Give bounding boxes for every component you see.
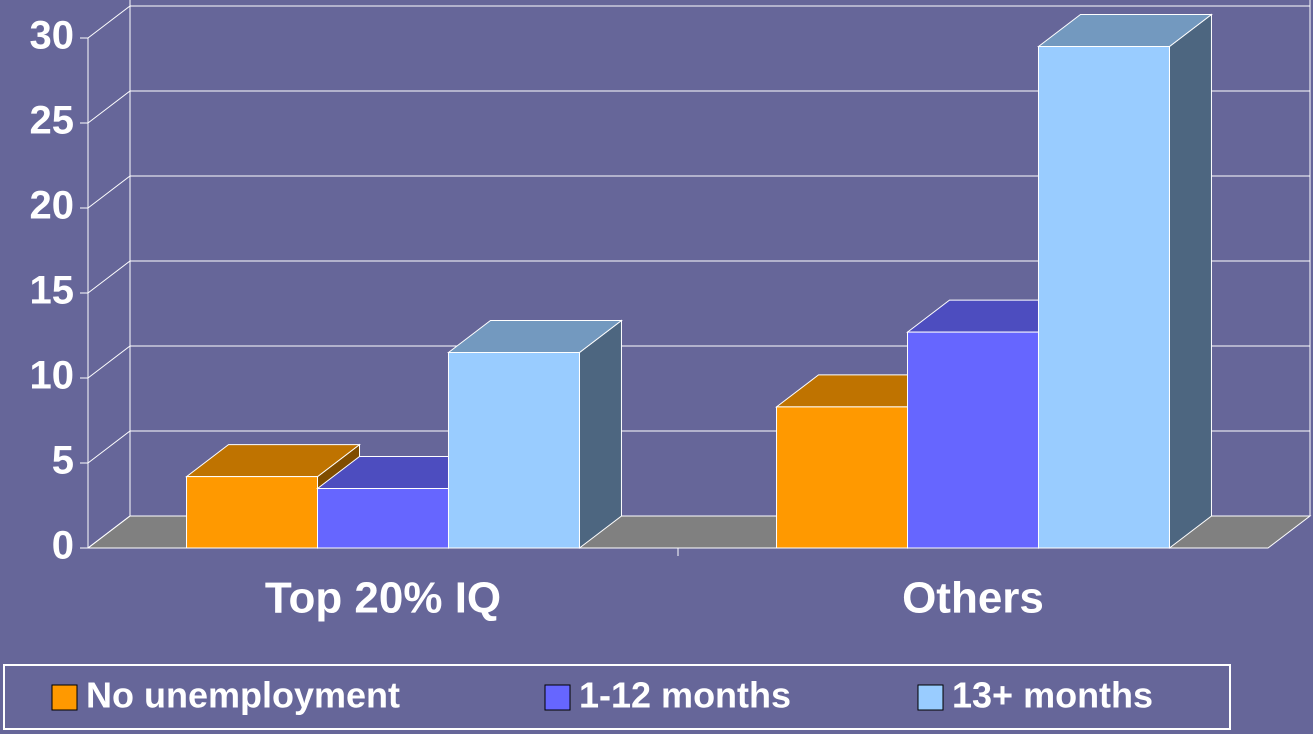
bar — [447, 352, 580, 549]
bar — [776, 406, 909, 549]
bar — [186, 476, 319, 549]
y-tick-label: 20 — [30, 184, 75, 228]
grid-line-side — [87, 5, 131, 39]
legend-label: No unemployment — [86, 675, 400, 716]
y-tick-label: 10 — [30, 354, 75, 398]
y-tick-label: 25 — [30, 99, 75, 143]
grid-line-side — [87, 260, 131, 294]
legend-label: 13+ months — [952, 675, 1153, 716]
bar-side — [1168, 13, 1212, 550]
y-tick-label: 15 — [30, 269, 75, 313]
grid-line-side — [87, 430, 131, 464]
bar — [907, 331, 1039, 549]
bar-side — [578, 319, 622, 550]
y-tick-label: 5 — [52, 439, 74, 483]
y-tick-label: 30 — [30, 14, 75, 58]
legend-swatch — [51, 684, 78, 711]
legend-swatch — [544, 684, 571, 711]
bar — [1037, 46, 1170, 549]
legend-box — [3, 664, 1231, 730]
legend-label: 1-12 months — [579, 675, 791, 716]
legend-swatch — [917, 684, 944, 711]
grid-line-side — [87, 515, 131, 549]
x-tick-label: Top 20% IQ — [265, 574, 501, 623]
bar — [317, 488, 449, 549]
grid-line-side — [87, 175, 131, 209]
y-tick-label: 0 — [52, 524, 74, 568]
grid-line-side — [87, 345, 131, 379]
x-tick-label: Others — [902, 574, 1044, 623]
grid-line-side — [87, 90, 131, 124]
